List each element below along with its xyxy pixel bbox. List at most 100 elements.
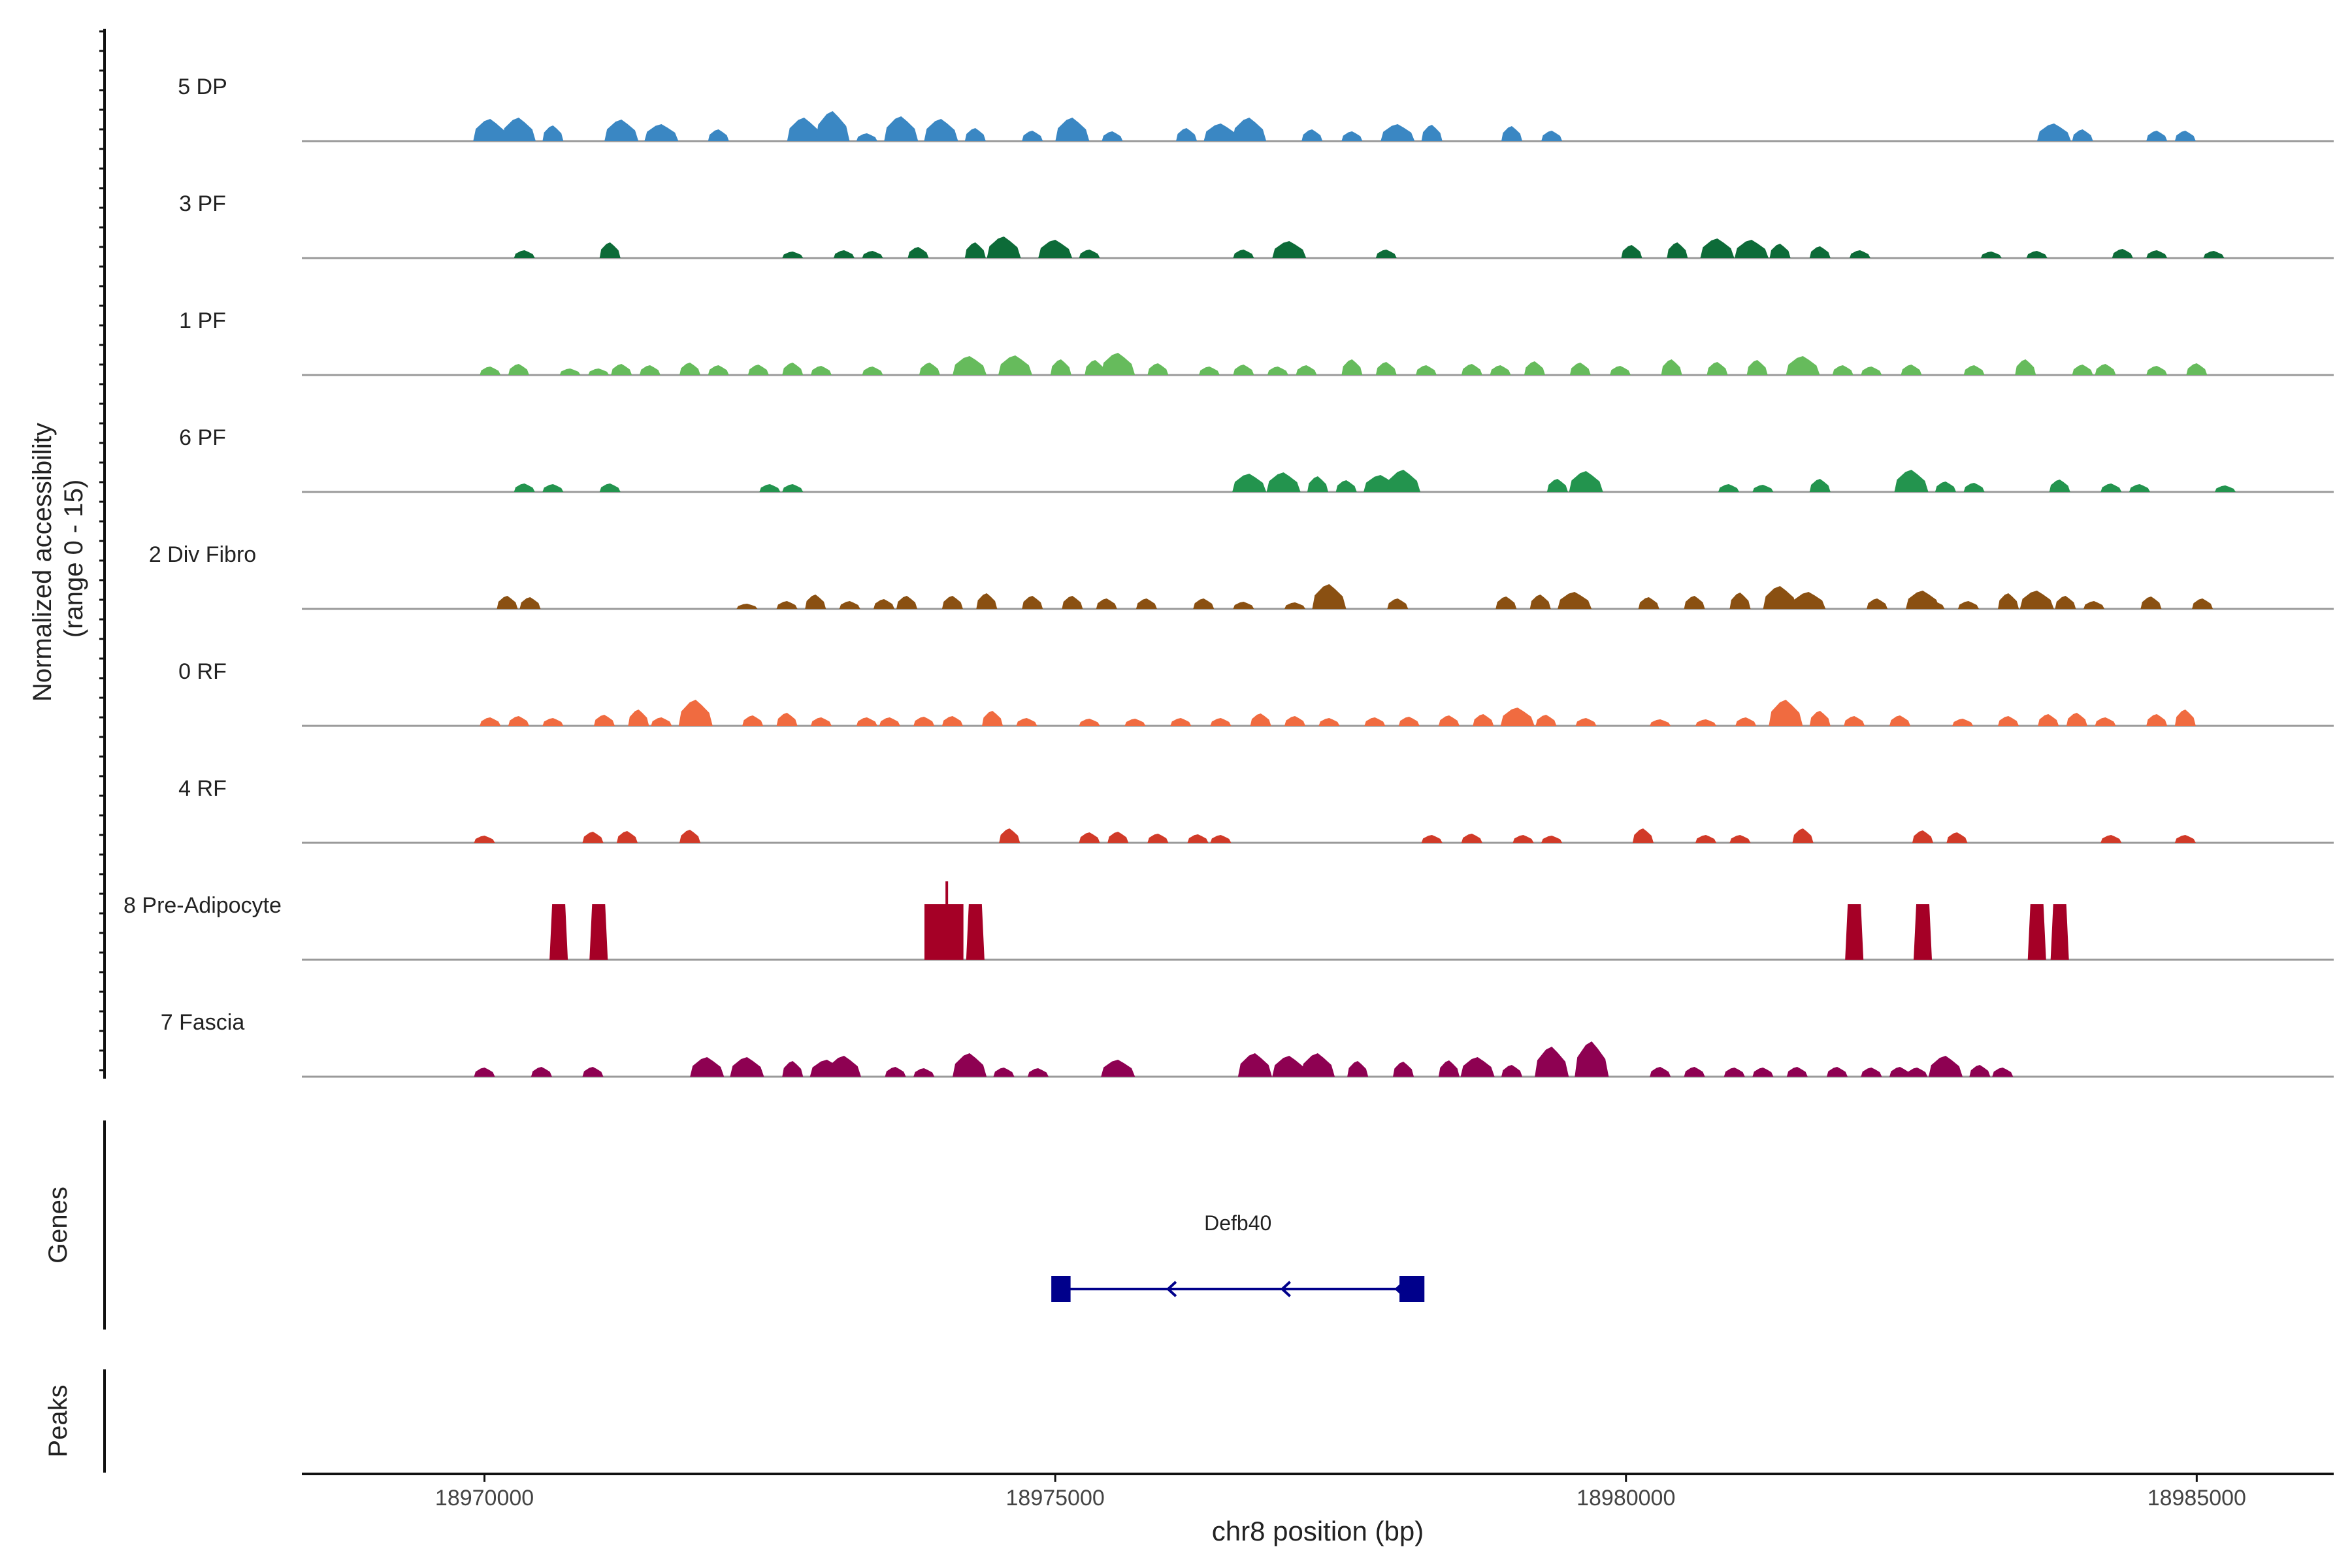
accessibility-peak <box>856 133 877 141</box>
track-8-pre-adipocyte: 8 Pre-Adipocyte <box>123 881 2334 961</box>
accessibility-peak <box>1718 484 1739 492</box>
accessibility-peak <box>1301 1053 1335 1077</box>
accessibility-peak <box>1101 353 1135 375</box>
accessibility-peak <box>1473 714 1494 726</box>
accessibility-peak <box>1500 708 1535 726</box>
y-axis-label-line2: (range 0 - 15) <box>59 480 88 638</box>
accessibility-peak <box>1147 834 1169 843</box>
accessibility-peak <box>1998 593 2019 609</box>
accessibility-peak <box>2100 483 2122 492</box>
track-label: 2 Div Fibro <box>149 542 256 567</box>
accessibility-peak <box>1684 596 1705 609</box>
accessibility-peak <box>1079 719 1100 726</box>
accessibility-peak <box>1889 715 1911 726</box>
accessibility-peak <box>1055 118 1090 141</box>
accessibility-peak <box>497 596 518 609</box>
accessibility-peak <box>919 363 940 375</box>
y-axis-minor-ticks <box>99 30 105 1071</box>
accessibility-peak <box>1307 476 1328 492</box>
accessibility-peak <box>1791 592 1826 609</box>
accessibility-peak <box>1398 717 1420 726</box>
accessibility-peak <box>1501 1065 1523 1077</box>
accessibility-peak <box>1199 367 1220 375</box>
track-label: 3 PF <box>179 191 226 216</box>
accessibility-peak <box>1914 904 1933 960</box>
accessibility-peak <box>1421 125 1443 141</box>
accessibility-peak <box>2174 835 2196 843</box>
accessibility-peak <box>1266 472 1301 492</box>
accessibility-peak <box>1232 474 1267 492</box>
accessibility-peak <box>896 596 918 609</box>
accessibility-peak <box>1193 598 1215 609</box>
accessibility-peak <box>1187 834 1209 843</box>
accessibility-peak <box>2174 710 2196 726</box>
accessibility-peak <box>1296 365 1317 375</box>
accessibility-peak <box>1826 1067 1848 1077</box>
accessibility-peak <box>1312 584 1347 609</box>
accessibility-peak <box>531 1067 552 1077</box>
accessibility-peak <box>1569 471 1603 492</box>
track-label: 0 RF <box>178 659 227 684</box>
accessibility-peak <box>1341 131 1363 141</box>
accessibility-peak <box>1558 592 1592 609</box>
accessibility-peak <box>1027 1068 1049 1077</box>
accessibility-peak <box>474 1068 495 1077</box>
accessibility-peak <box>833 250 855 258</box>
x-tick-label: 18975000 <box>1006 1486 1105 1511</box>
track-4-rf: 4 RF <box>178 776 2334 844</box>
x-tick-label: 18980000 <box>1576 1486 1675 1511</box>
accessibility-peak <box>782 252 804 258</box>
accessibility-peak <box>1237 1053 1272 1077</box>
accessibility-peak <box>2026 251 2048 258</box>
accessibility-peak <box>2015 359 2036 375</box>
accessibility-peak <box>1650 1067 1671 1077</box>
accessibility-peak <box>1867 598 1888 609</box>
accessibility-peak <box>1928 1056 1963 1077</box>
accessibility-peak <box>2215 485 2236 492</box>
accessibility-peak <box>787 118 821 141</box>
accessibility-peak <box>2083 601 2105 609</box>
gene-name-label: Defb40 <box>1204 1211 1271 1235</box>
accessibility-peak <box>998 355 1032 375</box>
accessibility-peak <box>1700 238 1735 258</box>
accessibility-peak <box>1541 836 1563 843</box>
accessibility-peak <box>2036 123 2071 141</box>
accessibility-peak <box>879 717 900 726</box>
track-label: 4 RF <box>178 776 227 801</box>
accessibility-peak <box>913 717 935 726</box>
accessibility-peak <box>1650 719 1671 726</box>
accessibility-peak <box>1809 246 1831 258</box>
strand-arrow <box>1280 1281 1291 1298</box>
accessibility-peak <box>1769 244 1791 258</box>
accessibility-peak <box>862 251 883 258</box>
accessibility-peak <box>1809 711 1831 726</box>
accessibility-peak <box>1460 1057 1495 1077</box>
accessibility-peak <box>1050 359 1071 375</box>
accessibility-peak <box>1318 718 1340 726</box>
accessibility-peak <box>1763 586 1797 609</box>
accessibility-peak <box>1393 1062 1414 1077</box>
accessibility-peak <box>1529 595 1551 609</box>
accessibility-peak <box>1684 1067 1705 1077</box>
accessibility-peak <box>628 710 649 726</box>
accessibility-peak <box>480 717 501 726</box>
accessibility-peak <box>1845 904 1864 960</box>
accessibility-peak <box>2072 365 2093 375</box>
accessibility-peak <box>1809 479 1831 492</box>
accessibility-peak <box>1335 480 1357 492</box>
accessibility-peak <box>1752 1068 1774 1077</box>
gene-exon <box>1051 1276 1071 1302</box>
accessibility-peak <box>2055 596 2076 609</box>
accessibility-peak <box>1079 832 1100 843</box>
accessibility-peak <box>1387 598 1409 609</box>
accessibility-peak <box>1621 245 1642 258</box>
accessibility-peak <box>776 601 798 609</box>
accessibility-peak <box>2146 366 2168 375</box>
accessibility-peak <box>589 904 608 960</box>
accessibility-peak <box>1102 131 1123 141</box>
accessibility-peak <box>2072 129 2093 141</box>
gene-exon <box>1399 1276 1425 1302</box>
accessibility-peak <box>1461 364 1482 375</box>
accessibility-peak <box>1735 717 1757 726</box>
